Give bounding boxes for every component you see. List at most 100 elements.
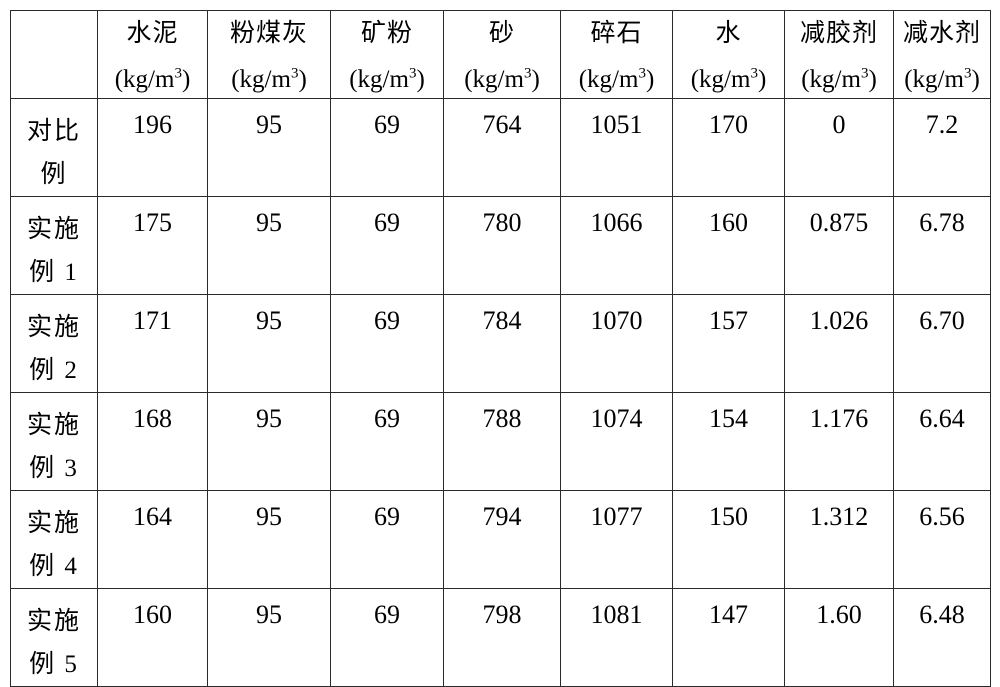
header-label-water-reducer: 减水剂	[894, 21, 990, 47]
cell-water-reducer: 7.2	[894, 99, 991, 197]
header-cell-sand: 砂 (kg/m3)	[444, 11, 561, 99]
cell-crushed-stone: 1074	[561, 393, 673, 491]
header-cell-mineral-powder: 矿粉 (kg/m3)	[331, 11, 444, 99]
cell-glue-reducer: 1.312	[785, 491, 894, 589]
cell-water: 154	[673, 393, 785, 491]
cell-water-reducer: 6.70	[894, 295, 991, 393]
cell-mineral-powder: 69	[331, 589, 444, 687]
row-label-line1: 实施	[11, 405, 97, 448]
row-label-line2: 例 4	[11, 546, 97, 589]
cell-crushed-stone: 1077	[561, 491, 673, 589]
header-cell-water-reducer: 减水剂 (kg/m3)	[894, 11, 991, 99]
cell-glue-reducer: 1.026	[785, 295, 894, 393]
header-label-fly-ash: 粉煤灰	[208, 21, 330, 47]
cell-fly-ash: 95	[208, 589, 331, 687]
cell-crushed-stone: 1070	[561, 295, 673, 393]
row-label-cell: 对比 例	[11, 99, 98, 197]
cell-mineral-powder: 69	[331, 99, 444, 197]
header-unit-fly-ash: (kg/m3)	[208, 67, 330, 93]
cell-sand: 788	[444, 393, 561, 491]
cell-water-reducer: 6.56	[894, 491, 991, 589]
cell-cement: 164	[98, 491, 208, 589]
cell-water: 147	[673, 589, 785, 687]
header-cell-corner	[11, 11, 98, 99]
header-label-glue-reducer: 减胶剂	[785, 21, 893, 47]
cell-water: 157	[673, 295, 785, 393]
cell-crushed-stone: 1081	[561, 589, 673, 687]
row-label-cell: 实施 例 1	[11, 197, 98, 295]
cell-crushed-stone: 1051	[561, 99, 673, 197]
header-label-sand: 砂	[444, 21, 560, 47]
header-unit-water-reducer: (kg/m3)	[894, 67, 990, 93]
header-unit-water: (kg/m3)	[673, 67, 784, 93]
header-unit-mineral-powder: (kg/m3)	[331, 67, 443, 93]
row-label-line1: 对比	[11, 111, 97, 154]
header-label-cement: 水泥	[98, 21, 207, 47]
header-unit-glue-reducer: (kg/m3)	[785, 67, 893, 93]
cell-water-reducer: 6.78	[894, 197, 991, 295]
header-label-mineral-powder: 矿粉	[331, 21, 443, 47]
cell-water: 150	[673, 491, 785, 589]
table-row: 实施 例 2 171 95 69 784 1070 157 1.026 6.70	[11, 295, 991, 393]
concrete-mix-proportion-table: 水泥 (kg/m3) 粉煤灰 (kg/m3) 矿粉 (kg/m3)	[10, 10, 991, 687]
table-row: 对比 例 196 95 69 764 1051 170 0 7.2	[11, 99, 991, 197]
cell-cement: 196	[98, 99, 208, 197]
row-label-line1: 实施	[11, 503, 97, 546]
row-label-line2: 例 1	[11, 252, 97, 295]
row-label-line2: 例	[11, 154, 97, 197]
table-row: 实施 例 1 175 95 69 780 1066 160 0.875 6.78	[11, 197, 991, 295]
cell-glue-reducer: 0	[785, 99, 894, 197]
cell-cement: 171	[98, 295, 208, 393]
header-cell-fly-ash: 粉煤灰 (kg/m3)	[208, 11, 331, 99]
corner-blank	[11, 11, 97, 21]
cell-sand: 764	[444, 99, 561, 197]
table-row: 实施 例 5 160 95 69 798 1081 147 1.60 6.48	[11, 589, 991, 687]
header-label-water: 水	[673, 21, 784, 47]
cell-glue-reducer: 1.60	[785, 589, 894, 687]
cell-glue-reducer: 1.176	[785, 393, 894, 491]
cell-water-reducer: 6.48	[894, 589, 991, 687]
row-label-line2: 例 2	[11, 350, 97, 393]
row-label-line2: 例 3	[11, 448, 97, 491]
cell-fly-ash: 95	[208, 491, 331, 589]
row-label-cell: 实施 例 4	[11, 491, 98, 589]
cell-water: 160	[673, 197, 785, 295]
cell-cement: 175	[98, 197, 208, 295]
header-label-crushed-stone: 碎石	[561, 21, 672, 47]
cell-fly-ash: 95	[208, 295, 331, 393]
row-label-line1: 实施	[11, 601, 97, 644]
table-header-row: 水泥 (kg/m3) 粉煤灰 (kg/m3) 矿粉 (kg/m3)	[11, 11, 991, 99]
header-unit-sand: (kg/m3)	[444, 67, 560, 93]
cell-crushed-stone: 1066	[561, 197, 673, 295]
table-row: 实施 例 3 168 95 69 788 1074 154 1.176 6.64	[11, 393, 991, 491]
row-label-cell: 实施 例 2	[11, 295, 98, 393]
cell-mineral-powder: 69	[331, 491, 444, 589]
header-unit-crushed-stone: (kg/m3)	[561, 67, 672, 93]
cell-mineral-powder: 69	[331, 393, 444, 491]
cell-glue-reducer: 0.875	[785, 197, 894, 295]
row-label-line1: 实施	[11, 209, 97, 252]
header-cell-cement: 水泥 (kg/m3)	[98, 11, 208, 99]
cell-sand: 794	[444, 491, 561, 589]
cell-fly-ash: 95	[208, 99, 331, 197]
table-row: 实施 例 4 164 95 69 794 1077 150 1.312 6.56	[11, 491, 991, 589]
header-cell-glue-reducer: 减胶剂 (kg/m3)	[785, 11, 894, 99]
cell-fly-ash: 95	[208, 393, 331, 491]
header-cell-water: 水 (kg/m3)	[673, 11, 785, 99]
cell-water-reducer: 6.64	[894, 393, 991, 491]
row-label-cell: 实施 例 5	[11, 589, 98, 687]
cell-sand: 784	[444, 295, 561, 393]
cell-fly-ash: 95	[208, 197, 331, 295]
row-label-cell: 实施 例 3	[11, 393, 98, 491]
cell-cement: 168	[98, 393, 208, 491]
cell-mineral-powder: 69	[331, 295, 444, 393]
cell-mineral-powder: 69	[331, 197, 444, 295]
row-label-line2: 例 5	[11, 644, 97, 687]
header-unit-cement: (kg/m3)	[98, 67, 207, 93]
header-cell-crushed-stone: 碎石 (kg/m3)	[561, 11, 673, 99]
cell-sand: 798	[444, 589, 561, 687]
cell-sand: 780	[444, 197, 561, 295]
cell-water: 170	[673, 99, 785, 197]
row-label-line1: 实施	[11, 307, 97, 350]
page-root: 水泥 (kg/m3) 粉煤灰 (kg/m3) 矿粉 (kg/m3)	[0, 0, 1000, 663]
